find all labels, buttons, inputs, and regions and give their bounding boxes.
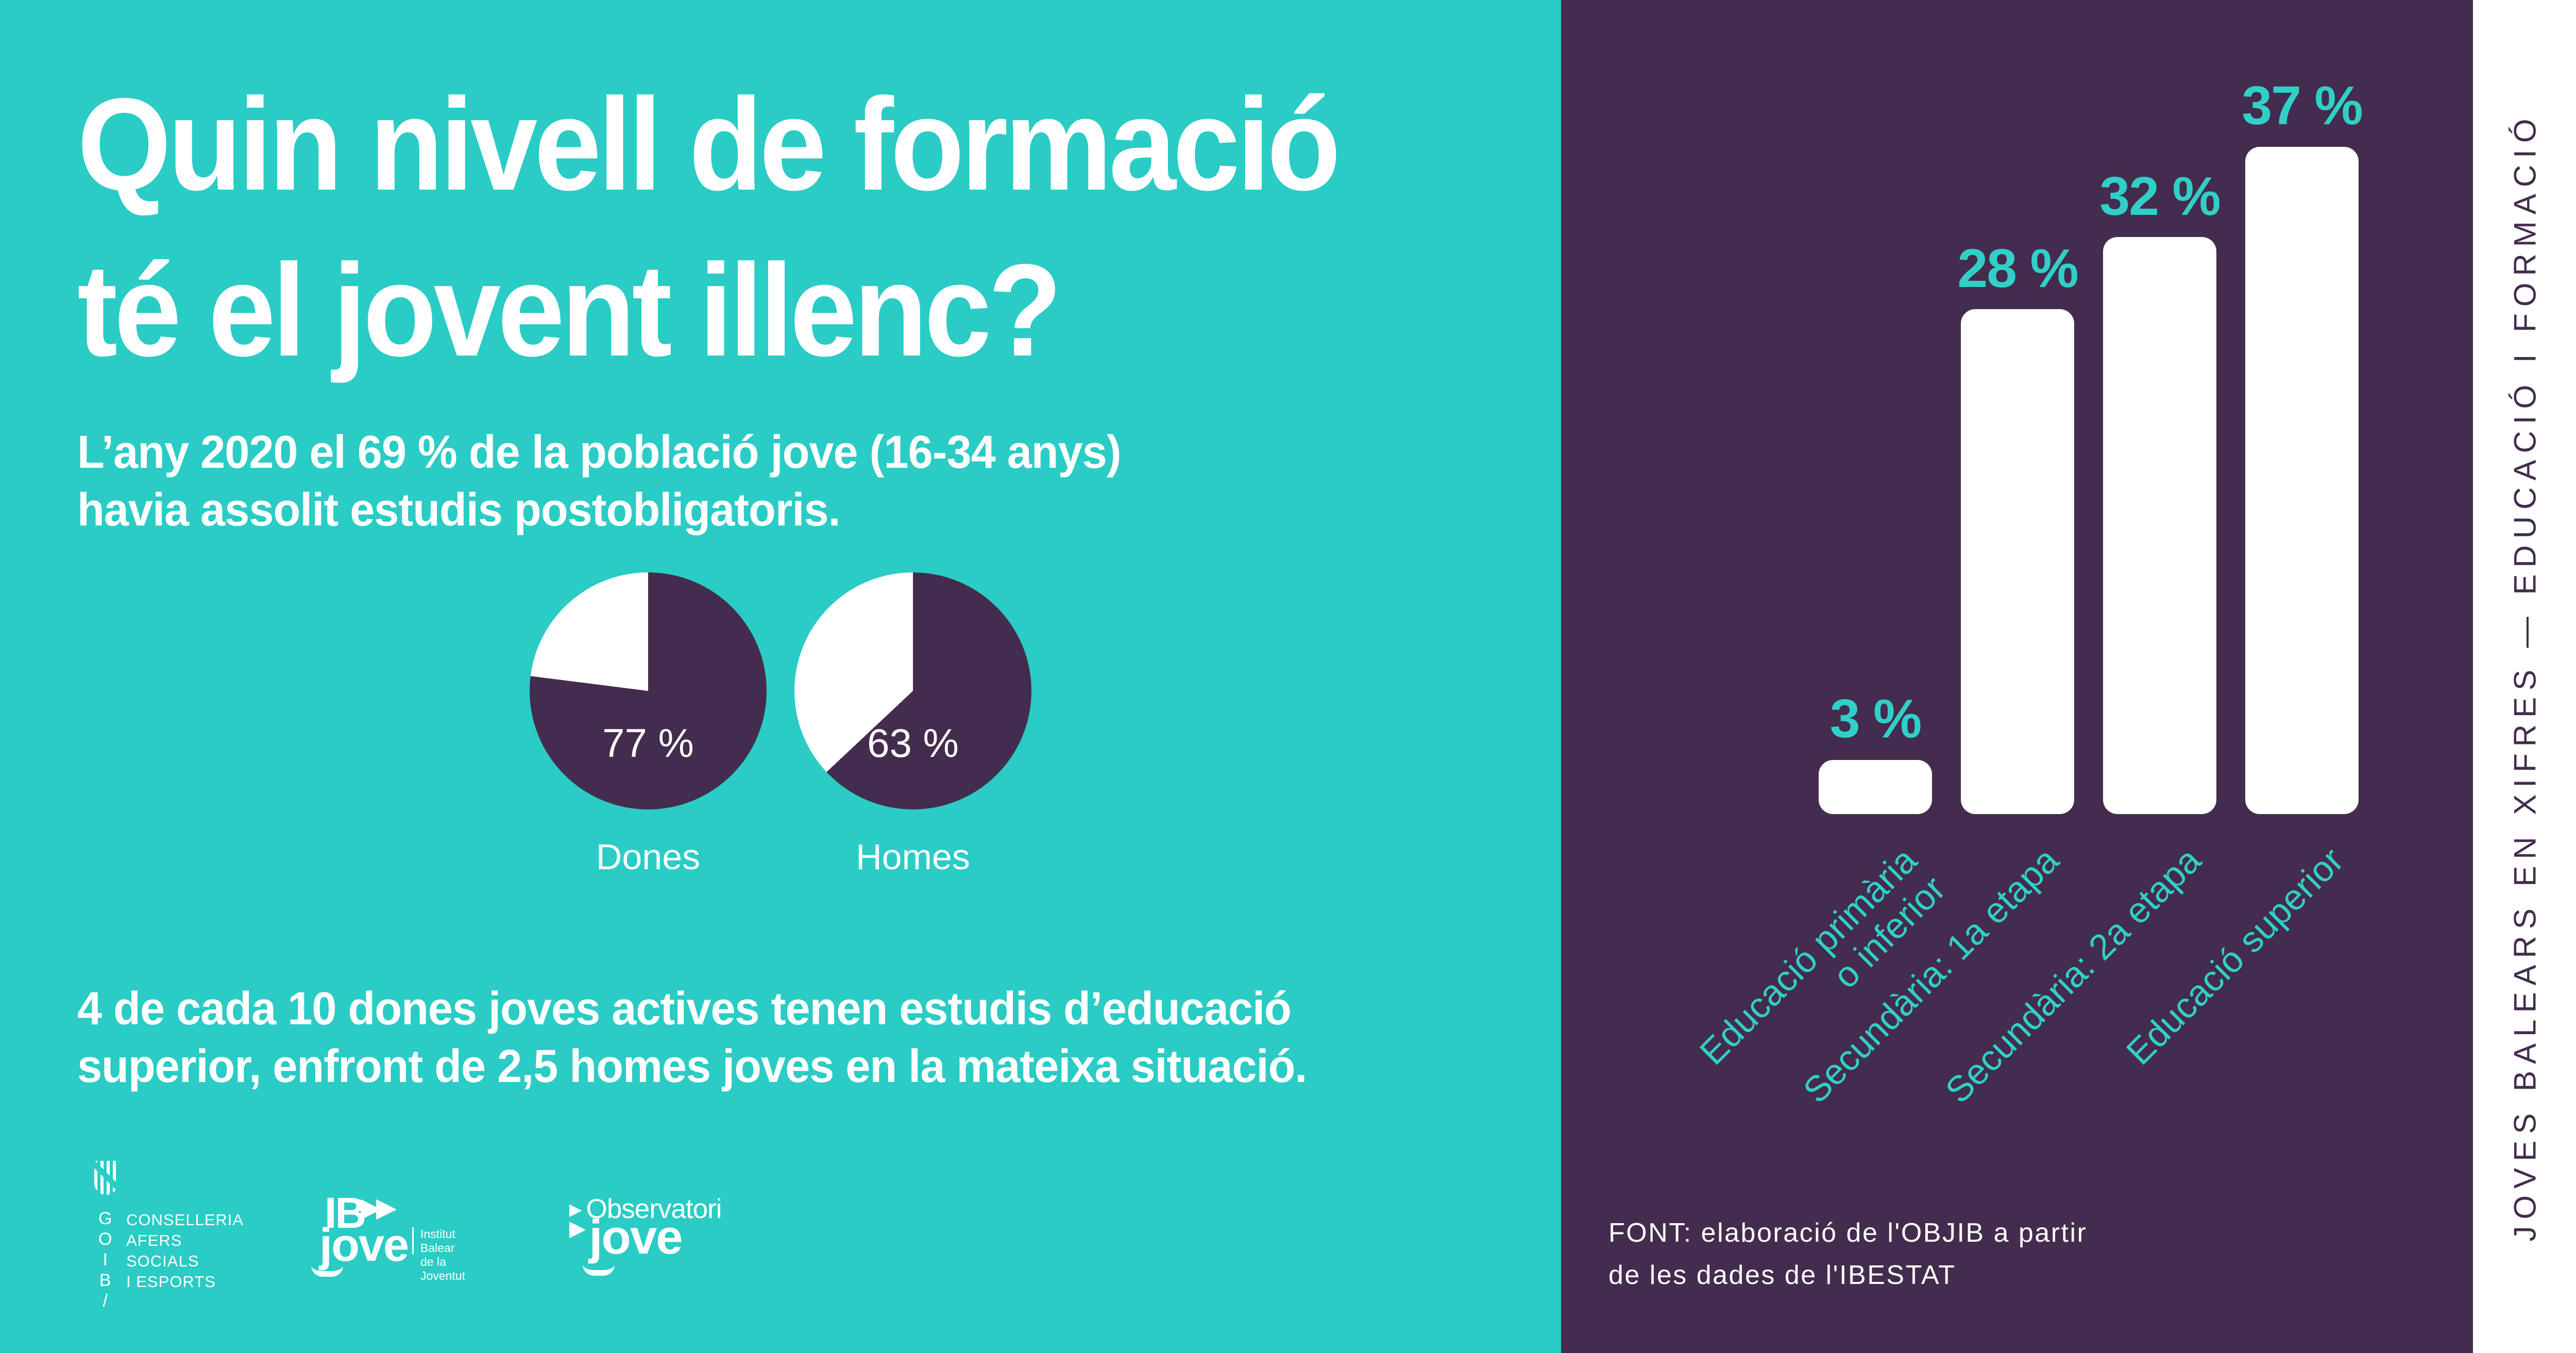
bar-value-label: 32 % <box>2099 166 2221 227</box>
ibjove-mark: IB <box>325 1189 366 1237</box>
body-text: 4 de cada 10 dones joves actives tenen e… <box>77 983 1307 1092</box>
side-strip-caption: JOVES BALEARS EN XIFRES — EDUCACIÓ I FOR… <box>2507 112 2542 1241</box>
bar-secundaria-2a <box>2103 237 2216 814</box>
ibjove-divider <box>412 1227 414 1254</box>
pie-chart-homes: 63 % <box>794 572 1031 809</box>
pie-chart-dones: 77 % <box>530 572 767 809</box>
ibjove-subtext: Institut Balear de la Joventut <box>420 1227 465 1282</box>
pie-value-dones: 77 % <box>602 720 694 766</box>
bar-educacio-superior <box>2245 147 2359 814</box>
bar-secundaria-1a <box>1961 309 2074 814</box>
observatori-jove-triangle-icon: ▶ <box>569 1216 586 1240</box>
observatori-name: Observatori <box>586 1194 722 1224</box>
bar-category-label: Secundària: 2a etapa <box>1938 840 2209 1111</box>
ibjove-word: jove <box>319 1220 409 1271</box>
goib-department-name: CONSELLERIA AFERS SOCIALS I ESPORTS <box>126 1211 244 1291</box>
bar-value-label: 37 % <box>2242 75 2363 136</box>
subtitle: L’any 2020 el 69 % de la població jove (… <box>77 427 1122 536</box>
observatori-triangle-icon: ▶ <box>569 1199 582 1219</box>
ibjove-smile-icon <box>311 1265 343 1277</box>
pie-value-homes: 63 % <box>867 720 959 766</box>
left-panel: Quin nivell de formació té el jovent ill… <box>0 0 1561 1353</box>
bar-value-label: 28 % <box>1957 238 2079 299</box>
source-note: FONT: elaboració de l'OBJIB a partir de … <box>1608 1218 2088 1290</box>
page-title: Quin nivell de formació té el jovent ill… <box>77 71 1341 384</box>
goib-letters: G O I B / <box>98 1209 112 1311</box>
side-strip: JOVES BALEARS EN XIFRES — EDUCACIÓ I FOR… <box>2473 0 2576 1353</box>
pie-label-homes: Homes <box>856 837 970 877</box>
bar-value-label: 3 % <box>1829 688 1922 749</box>
observatori-smile-icon <box>583 1264 615 1276</box>
goib-shield-icon <box>94 1161 118 1195</box>
bar-educacio-primaria <box>1819 760 1932 814</box>
ibjove-arrows-icon: ▶▶ <box>361 1193 397 1223</box>
pie-group-dones: 77 % Dones <box>530 572 767 877</box>
observatori-jove-word: jove <box>589 1210 683 1264</box>
bar-chart-panel: 3 % 28 % 32 % 37 % Educació primària o i… <box>1561 0 2473 1353</box>
pie-group-homes: 63 % Homes <box>794 572 1031 877</box>
pie-label-dones: Dones <box>596 837 701 877</box>
